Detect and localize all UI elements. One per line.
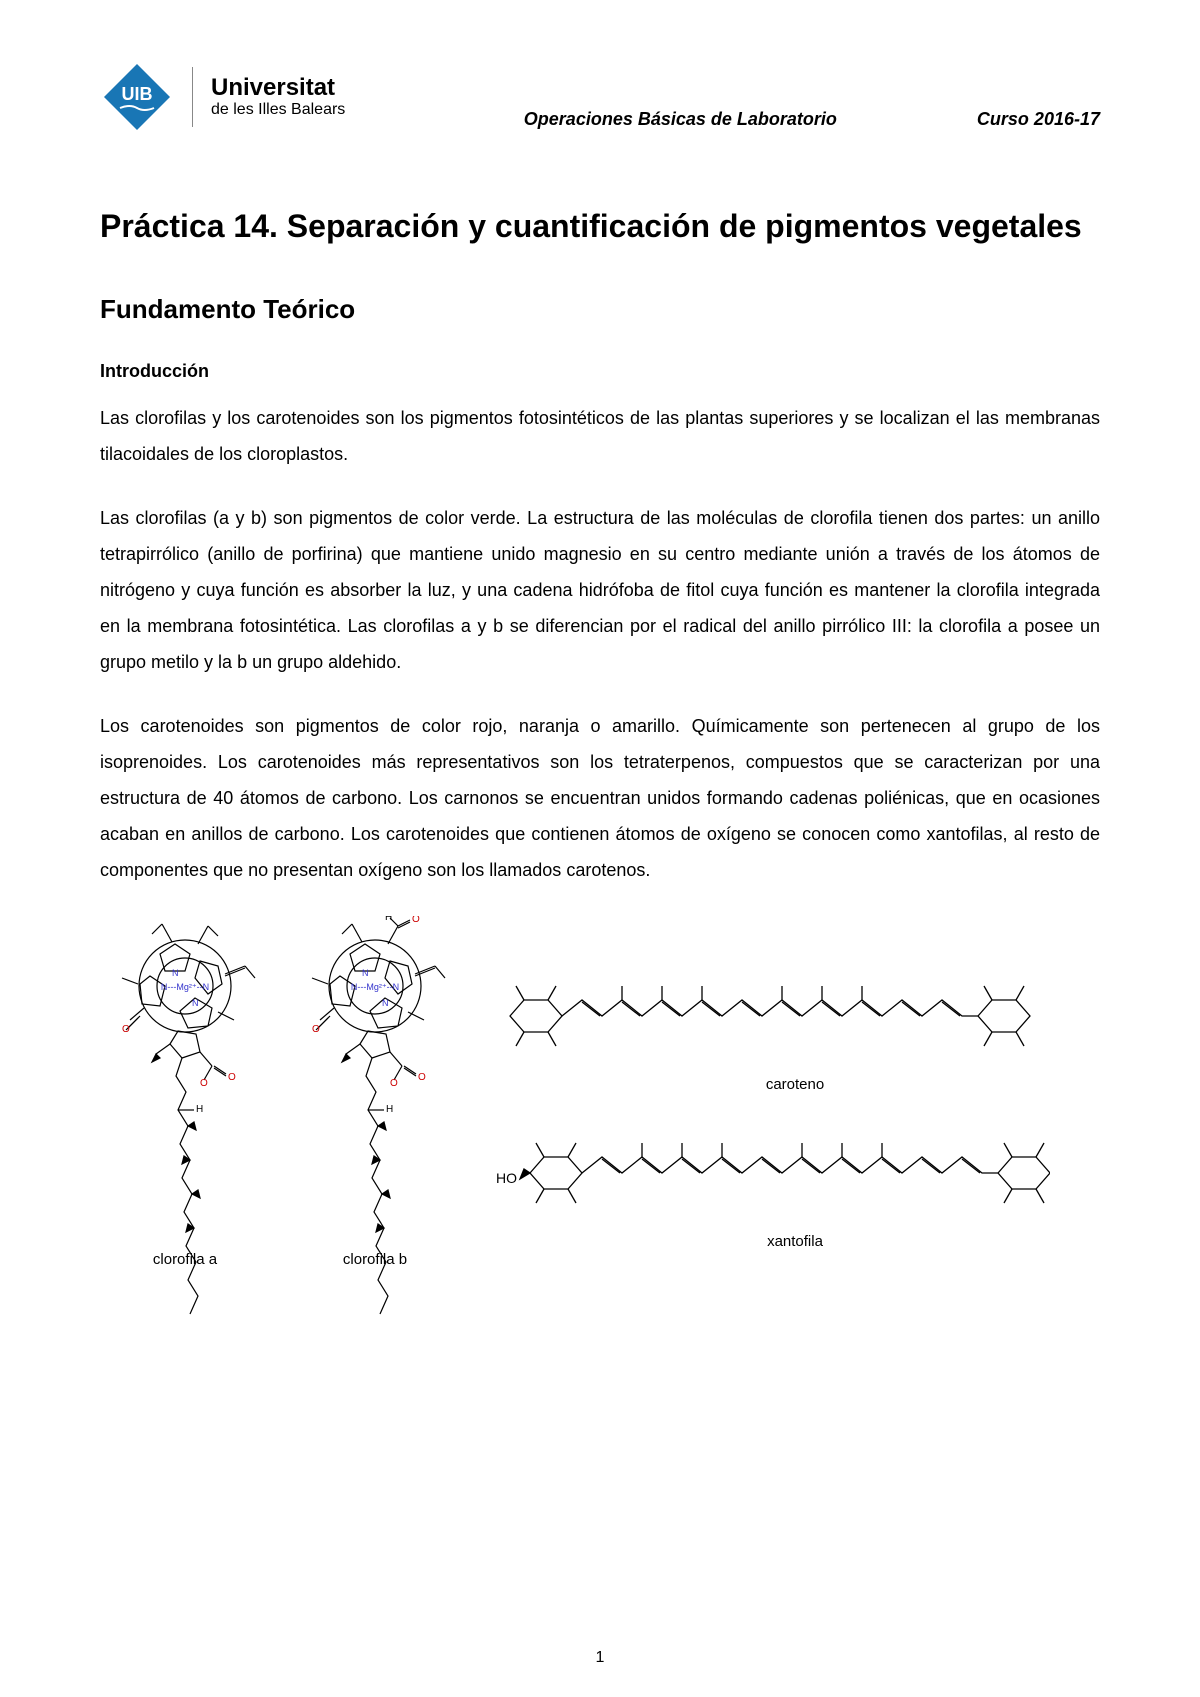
svg-text:N: N — [192, 998, 199, 1008]
svg-text:N: N — [362, 968, 369, 978]
section-heading: Fundamento Teórico — [100, 294, 1100, 325]
paragraph-2: Las clorofilas (a y b) son pigmentos de … — [100, 500, 1100, 680]
molecule-figures: N---Mg²⁺--N N N O O O H clorofila a — [100, 916, 1100, 1268]
svg-text:H: H — [386, 1104, 393, 1115]
svg-text:N: N — [172, 968, 179, 978]
ho-label: HO — [496, 1170, 517, 1186]
logo-block: UIB Universitat de les Illes Balears — [100, 60, 345, 134]
svg-text:O: O — [312, 1024, 320, 1035]
svg-text:UIB: UIB — [122, 84, 153, 104]
page-header: UIB Universitat de les Illes Balears Ope… — [100, 60, 1100, 134]
carotene-label: caroteno — [490, 1076, 1100, 1093]
university-subtitle: de les Illes Balears — [211, 101, 345, 119]
paragraph-3: Los carotenoides son pigmentos de color … — [100, 708, 1100, 888]
chlorophyll-a-block: N---Mg²⁺--N N N O O O H clorofila a — [100, 916, 270, 1268]
subsection-heading: Introducción — [100, 361, 1100, 382]
svg-text:O: O — [228, 1072, 236, 1083]
carotenoid-column: caroteno HO xantofila — [490, 916, 1100, 1250]
svg-text:O: O — [122, 1024, 130, 1035]
course-title: Operaciones Básicas de Laboratorio — [524, 109, 837, 130]
chlorophyll-pair: N---Mg²⁺--N N N O O O H clorofila a — [100, 916, 460, 1268]
svg-text:N---Mg²⁺--N: N---Mg²⁺--N — [351, 982, 399, 992]
carotene-diagram — [490, 956, 1050, 1066]
svg-text:O: O — [412, 916, 420, 925]
chlorophyll-b-diagram: N---Mg²⁺--N N N O H O O O H — [290, 916, 460, 1336]
university-name: Universitat — [211, 75, 345, 101]
svg-text:N---Mg²⁺--N: N---Mg²⁺--N — [161, 982, 209, 992]
svg-text:O: O — [200, 1078, 208, 1089]
chlorophyll-b-block: N---Mg²⁺--N N N O H O O O H clorofila b — [290, 916, 460, 1268]
xanthophyll-diagram: HO — [490, 1103, 1050, 1223]
header-right: Operaciones Básicas de Laboratorio Curso… — [524, 109, 1100, 134]
document-title: Práctica 14. Separación y cuantificación… — [100, 194, 1100, 258]
svg-text:O: O — [418, 1072, 426, 1083]
svg-text:O: O — [390, 1078, 398, 1089]
svg-text:H: H — [196, 1104, 203, 1115]
uib-logo-icon: UIB — [100, 60, 174, 134]
logo-divider — [192, 67, 193, 127]
svg-text:H: H — [385, 916, 392, 923]
paragraph-1: Las clorofilas y los carotenoides son lo… — [100, 400, 1100, 472]
page-number: 1 — [596, 1649, 605, 1667]
svg-text:N: N — [382, 998, 389, 1008]
logo-text: Universitat de les Illes Balears — [211, 75, 345, 119]
xanthophyll-label: xantofila — [490, 1233, 1100, 1250]
course-year: Curso 2016-17 — [977, 109, 1100, 130]
chlorophyll-a-diagram: N---Mg²⁺--N N N O O O H — [100, 916, 270, 1336]
